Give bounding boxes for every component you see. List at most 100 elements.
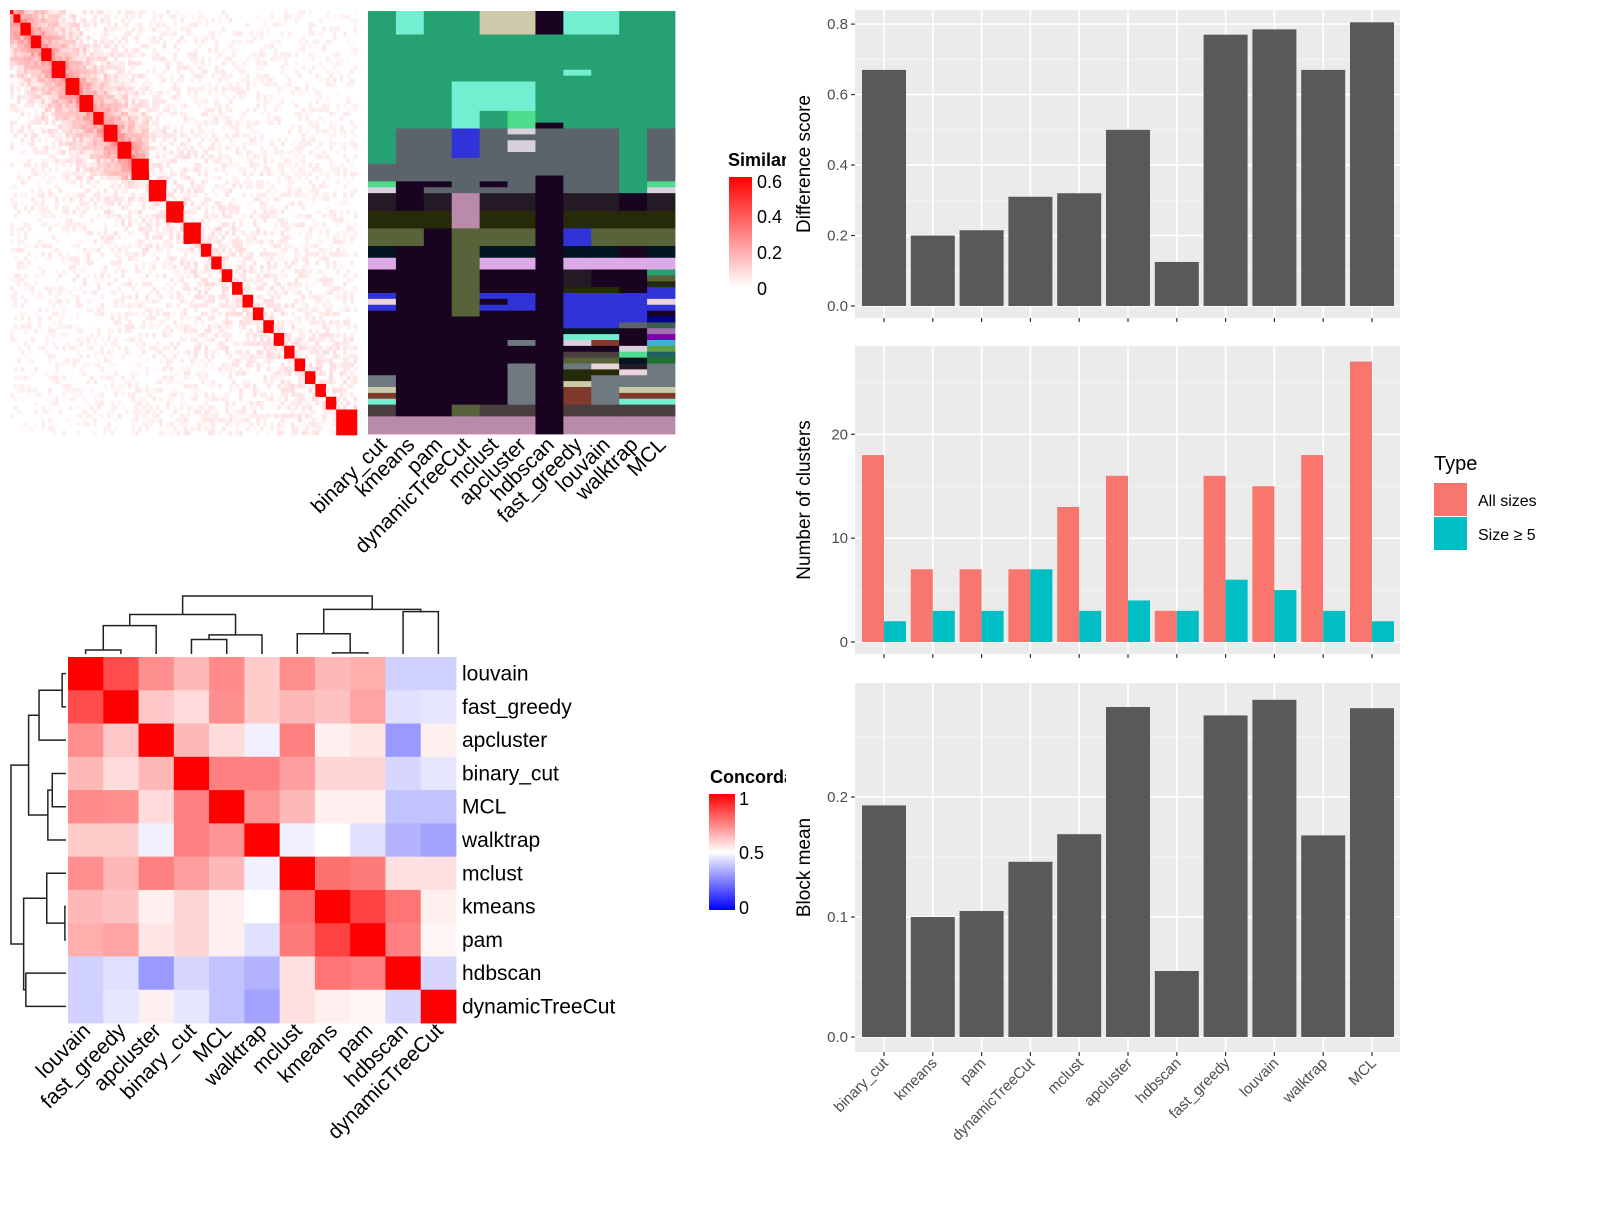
similarity-cell xyxy=(152,205,157,211)
similarity-cell xyxy=(93,201,98,206)
similarity-cell xyxy=(329,401,334,406)
similarity-cell xyxy=(339,56,344,62)
similarity-cell xyxy=(228,273,233,279)
similarity-cell xyxy=(107,18,111,24)
similarity-cell xyxy=(266,27,271,32)
similarity-cell xyxy=(89,388,94,393)
similarity-cell xyxy=(82,205,87,211)
similarity-cell xyxy=(291,350,295,355)
similarity-cell xyxy=(211,31,216,36)
similarity-cell xyxy=(270,341,275,347)
similarity-cell xyxy=(304,235,309,240)
similarity-cell xyxy=(68,375,73,381)
similarity-cell xyxy=(291,422,295,427)
similarity-cell xyxy=(211,269,216,274)
similarity-cell xyxy=(37,120,42,126)
similarity-cell xyxy=(294,358,299,364)
similarity-cell xyxy=(166,205,170,211)
similarity-cell xyxy=(89,154,94,160)
similarity-cell xyxy=(121,188,125,194)
similarity-cell xyxy=(107,333,111,338)
similarity-cell xyxy=(68,56,73,62)
similarity-cell xyxy=(239,90,243,96)
similarity-cell xyxy=(20,226,25,232)
similarity-cell xyxy=(270,426,275,432)
similarity-cell xyxy=(110,146,115,151)
similarity-cell xyxy=(27,73,32,79)
similarity-cell xyxy=(318,129,323,134)
similarity-cell xyxy=(117,129,122,134)
similarity-cell xyxy=(155,418,160,423)
similarity-cell xyxy=(82,73,87,79)
similarity-cell xyxy=(121,150,125,155)
similarity-cell xyxy=(308,422,313,427)
similarity-cell xyxy=(318,226,323,232)
similarity-cell xyxy=(350,239,354,245)
similarity-cell xyxy=(152,120,157,126)
similarity-cell xyxy=(159,388,163,393)
similarity-cell xyxy=(214,82,219,87)
similarity-cell xyxy=(58,146,63,151)
similarity-cell xyxy=(186,209,191,215)
similarity-cell xyxy=(294,86,299,92)
similarity-cell xyxy=(124,78,129,83)
similarity-cell xyxy=(117,86,122,92)
similarity-cell xyxy=(311,282,316,287)
similarity-cell xyxy=(169,175,174,181)
similarity-cell xyxy=(315,303,320,308)
similarity-cell xyxy=(280,163,285,168)
similarity-cell xyxy=(145,175,150,181)
similarity-cell xyxy=(44,14,49,19)
similarity-cell xyxy=(107,158,111,164)
similarity-cell xyxy=(166,379,170,385)
similarity-cell xyxy=(245,418,250,423)
similarity-cell xyxy=(329,39,334,45)
similarity-cell xyxy=(169,277,174,283)
similarity-cell xyxy=(159,379,163,385)
similarity-cell xyxy=(79,163,84,168)
similarity-cell xyxy=(291,290,295,296)
similarity-cell xyxy=(232,367,236,372)
similarity-cell xyxy=(200,320,205,325)
similarity-cell xyxy=(13,27,18,32)
similarity-cell xyxy=(266,120,271,126)
similarity-cell xyxy=(232,277,236,283)
similarity-cell xyxy=(287,184,292,189)
similarity-cell xyxy=(322,320,327,325)
similarity-cell xyxy=(353,214,358,219)
similarity-cell xyxy=(318,31,323,36)
similarity-cell xyxy=(294,282,299,287)
similarity-cell xyxy=(270,252,275,257)
similarity-cell xyxy=(249,31,254,36)
similarity-cell xyxy=(252,392,257,398)
similarity-cell xyxy=(204,239,209,245)
similarity-cell xyxy=(329,405,334,410)
similarity-cell xyxy=(235,31,240,36)
similarity-cell xyxy=(200,82,205,87)
similarity-cell xyxy=(242,379,247,385)
similarity-cell xyxy=(79,158,84,164)
similarity-cell xyxy=(263,214,268,219)
similarity-cell xyxy=(173,201,177,206)
similarity-cell xyxy=(228,418,233,423)
similarity-cell xyxy=(294,392,299,398)
similarity-cell xyxy=(114,133,118,138)
similarity-cell xyxy=(228,73,233,79)
similarity-cell xyxy=(308,22,313,28)
similarity-cell xyxy=(225,231,229,236)
similarity-cell xyxy=(121,61,125,66)
similarity-cell xyxy=(41,269,45,274)
similarity-cell xyxy=(141,133,146,138)
similarity-cell xyxy=(311,86,316,92)
similarity-cell xyxy=(27,226,32,232)
similarity-cell xyxy=(228,384,233,389)
similarity-cell xyxy=(79,392,84,398)
similarity-cell xyxy=(180,209,184,215)
similarity-cell xyxy=(13,22,18,28)
similarity-cell xyxy=(336,324,340,330)
similarity-cell xyxy=(169,375,174,381)
similarity-cell xyxy=(93,14,98,19)
similarity-cell xyxy=(232,358,236,364)
similarity-cell xyxy=(221,248,226,253)
similarity-cell xyxy=(62,18,66,24)
